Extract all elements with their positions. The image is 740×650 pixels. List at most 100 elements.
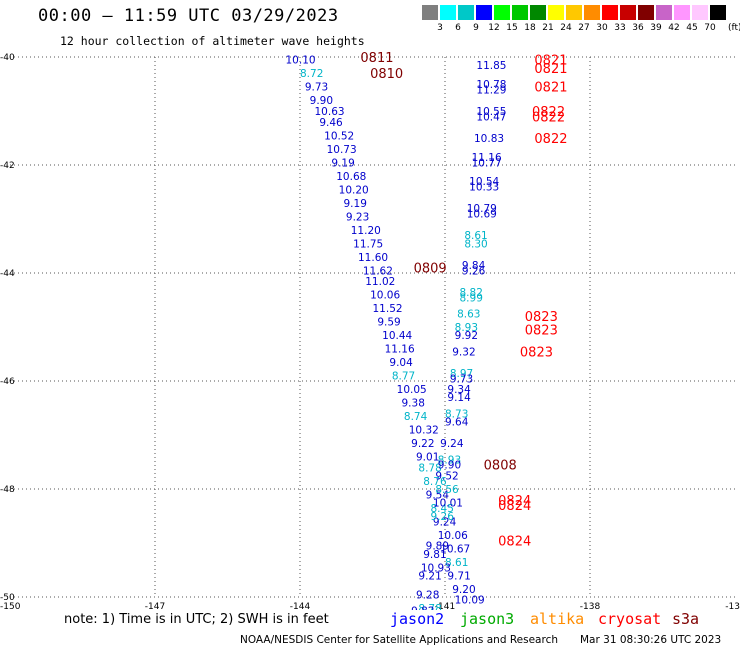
x-tick-label: -141 bbox=[435, 602, 455, 610]
wave-height-value: 8.77 bbox=[392, 371, 415, 383]
wave-height-value: 10.09 bbox=[455, 595, 485, 607]
legend-label: 33 bbox=[614, 23, 626, 33]
legend-swatch bbox=[656, 5, 672, 20]
legend-label: 6 bbox=[455, 23, 461, 33]
wave-height-value: 9.82 bbox=[411, 606, 434, 611]
wave-height-value: 9.46 bbox=[319, 117, 343, 129]
legend-swatch bbox=[692, 5, 708, 20]
wave-height-value: 10.32 bbox=[409, 425, 439, 437]
wave-height-value: 10.73 bbox=[327, 144, 357, 156]
legend-label: 30 bbox=[596, 23, 608, 33]
satellite-label-altika: altika bbox=[530, 610, 585, 628]
wave-height-value: 8.76 bbox=[423, 476, 447, 488]
legend-swatch bbox=[584, 5, 600, 20]
wave-height-value: 8.99 bbox=[460, 292, 483, 304]
legend-swatch bbox=[494, 5, 510, 20]
wave-height-value: 9.19 bbox=[344, 198, 367, 210]
wave-height-value: 9.01 bbox=[416, 452, 439, 464]
legend-label: 21 bbox=[542, 23, 554, 33]
wave-height-value: 8.93 bbox=[438, 454, 461, 466]
legend-label: 70 bbox=[704, 23, 716, 33]
wave-height-value: 9.92 bbox=[455, 330, 478, 342]
wave-height-value: 8.45 bbox=[431, 503, 454, 515]
pass-time-label: 0821 bbox=[534, 54, 567, 69]
legend-swatch bbox=[602, 5, 618, 20]
wave-height-value: 9.34 bbox=[447, 384, 471, 396]
wave-height-value: 10.10 bbox=[286, 55, 316, 67]
wave-height-value: 8.93 bbox=[455, 322, 478, 334]
wave-height-value: 10.54 bbox=[469, 176, 499, 188]
x-tick-label: -138 bbox=[580, 602, 601, 610]
legend-swatch bbox=[458, 5, 474, 20]
legend-swatch bbox=[710, 5, 726, 20]
page-subtitle: 12 hour collection of altimeter wave hei… bbox=[60, 34, 365, 48]
wave-height-value: 9.28 bbox=[416, 589, 439, 601]
page-title: 00:00 – 11:59 UTC 03/29/2023 bbox=[38, 6, 339, 26]
pass-time-label: 0823 bbox=[520, 345, 553, 360]
wave-height-value: 10.33 bbox=[469, 182, 499, 194]
wave-height-value: 8.61 bbox=[464, 230, 487, 242]
y-tick-label: -46 bbox=[0, 377, 15, 387]
legend-unit: (ft) bbox=[728, 23, 740, 33]
legend-label: 27 bbox=[578, 23, 590, 33]
pass-time-label: 0810 bbox=[370, 67, 403, 82]
legend-label: 15 bbox=[506, 23, 518, 33]
wave-height-value: 9.54 bbox=[426, 489, 450, 501]
wave-height-value: 11.62 bbox=[363, 265, 393, 277]
legend-label: 42 bbox=[668, 23, 680, 33]
legend-swatch bbox=[530, 5, 546, 20]
wave-height-value: 10.06 bbox=[370, 290, 400, 302]
y-tick-label: -44 bbox=[0, 269, 15, 279]
wave-height-value: 9.20 bbox=[452, 584, 475, 596]
satellite-label-cryosat: cryosat bbox=[598, 610, 662, 628]
wave-height-value: 9.71 bbox=[447, 570, 470, 582]
wave-height-value: 11.52 bbox=[373, 303, 403, 315]
legend-swatch bbox=[476, 5, 492, 20]
wave-height-value: 10.77 bbox=[472, 157, 502, 169]
wave-height-value: 9.89 bbox=[426, 541, 449, 553]
wave-height-value: 11.02 bbox=[365, 276, 395, 288]
pass-time-label: 0821 bbox=[534, 62, 567, 77]
legend-label: 39 bbox=[650, 23, 662, 33]
wave-height-value: 9.26 bbox=[431, 511, 455, 523]
legend-label: 24 bbox=[560, 23, 572, 33]
wave-height-value: 10.52 bbox=[324, 130, 354, 142]
wave-height-value: 8.61 bbox=[445, 557, 468, 569]
footer-credit: NOAA/NESDIS Center for Satellite Applica… bbox=[240, 634, 558, 646]
wave-height-value: 11.16 bbox=[472, 152, 502, 164]
wave-height-value: 9.26 bbox=[462, 265, 486, 277]
pass-time-label: 0822 bbox=[532, 110, 565, 125]
wave-height-value: 10.47 bbox=[476, 111, 506, 123]
footer-timestamp: Mar 31 08:30:26 UTC 2023 bbox=[580, 634, 722, 646]
wave-height-value: 8.82 bbox=[460, 287, 483, 299]
wave-height-value: 10.93 bbox=[421, 562, 451, 574]
y-tick-label: -40 bbox=[0, 53, 15, 63]
legend-swatch bbox=[638, 5, 654, 20]
wave-height-value: 9.73 bbox=[450, 373, 473, 385]
wave-height-value: 11.16 bbox=[385, 344, 415, 356]
wave-height-value: 9.24 bbox=[433, 516, 457, 528]
legend-label: 9 bbox=[473, 23, 479, 33]
wave-height-map: -40 -42 -44 -46 -48 -50-150 -147 -144 -141 -138 -1… bbox=[0, 51, 740, 611]
wave-height-value: 10.69 bbox=[467, 209, 497, 221]
pass-time-label: 0823 bbox=[525, 324, 558, 339]
x-tick-label: -147 bbox=[145, 602, 165, 610]
wave-height-value: 9.22 bbox=[411, 438, 434, 450]
wave-height-value: 10.78 bbox=[476, 79, 506, 91]
footer: NOAA/NESDIS Center for Satellite Applica… bbox=[240, 634, 721, 646]
wave-height-value: 10.63 bbox=[315, 106, 345, 118]
wave-height-value: 8.56 bbox=[435, 484, 459, 496]
x-tick-label: -150 bbox=[0, 602, 21, 610]
pass-time-label: 0824 bbox=[498, 534, 531, 549]
wave-height-value: 11.29 bbox=[476, 84, 506, 96]
pass-time-label: 0811 bbox=[360, 51, 393, 66]
wave-height-value: 10.67 bbox=[440, 543, 470, 555]
pass-time-label: 0822 bbox=[532, 105, 565, 120]
legend-swatch bbox=[620, 5, 636, 20]
wave-height-value: 10.01 bbox=[433, 498, 463, 510]
wave-height-value: 9.32 bbox=[452, 346, 475, 358]
wave-height-value: 9.84 bbox=[462, 260, 486, 272]
pass-time-label: 0824 bbox=[498, 494, 531, 509]
legend-swatch bbox=[548, 5, 564, 20]
wave-height-value: 10.05 bbox=[397, 384, 427, 396]
